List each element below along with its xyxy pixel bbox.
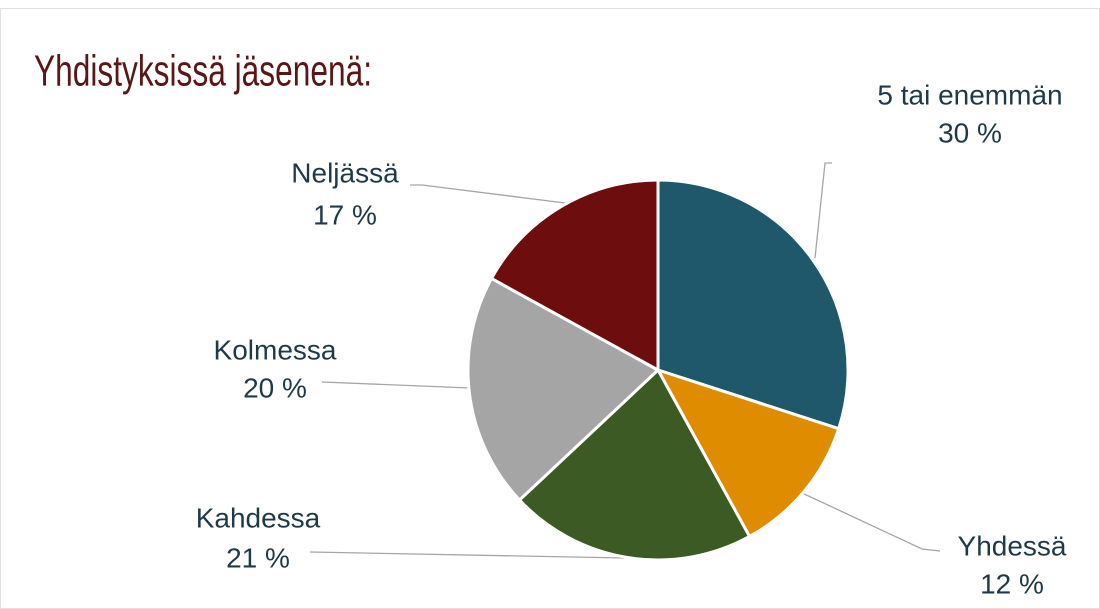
- chart-title: Yhdistyksissä jäsenenä:: [34, 47, 372, 96]
- slice-label: Kolmessa: [214, 334, 337, 365]
- leader-line: [799, 491, 941, 552]
- leader-line: [321, 381, 471, 389]
- slice-label: 5 tai enemmän: [877, 79, 1062, 110]
- value-label: 30 %: [938, 117, 1002, 148]
- pie-slice: [517, 367, 752, 562]
- leader-line: [410, 184, 566, 204]
- value-label: 17 %: [313, 199, 377, 230]
- pie-slice: [466, 276, 661, 503]
- slice-label: Yhdessä: [958, 530, 1067, 561]
- pie-slice: [654, 367, 841, 539]
- slice-label: Kahdessa: [196, 502, 321, 533]
- pie-slice: [656, 178, 850, 431]
- value-label: 12 %: [980, 568, 1044, 599]
- value-label: 20 %: [243, 372, 307, 403]
- slice-label: Neljässä: [291, 157, 399, 188]
- value-label: 21 %: [226, 542, 290, 573]
- leader-line: [309, 551, 626, 559]
- leader-line: [814, 162, 832, 259]
- pie-slice: [489, 178, 660, 373]
